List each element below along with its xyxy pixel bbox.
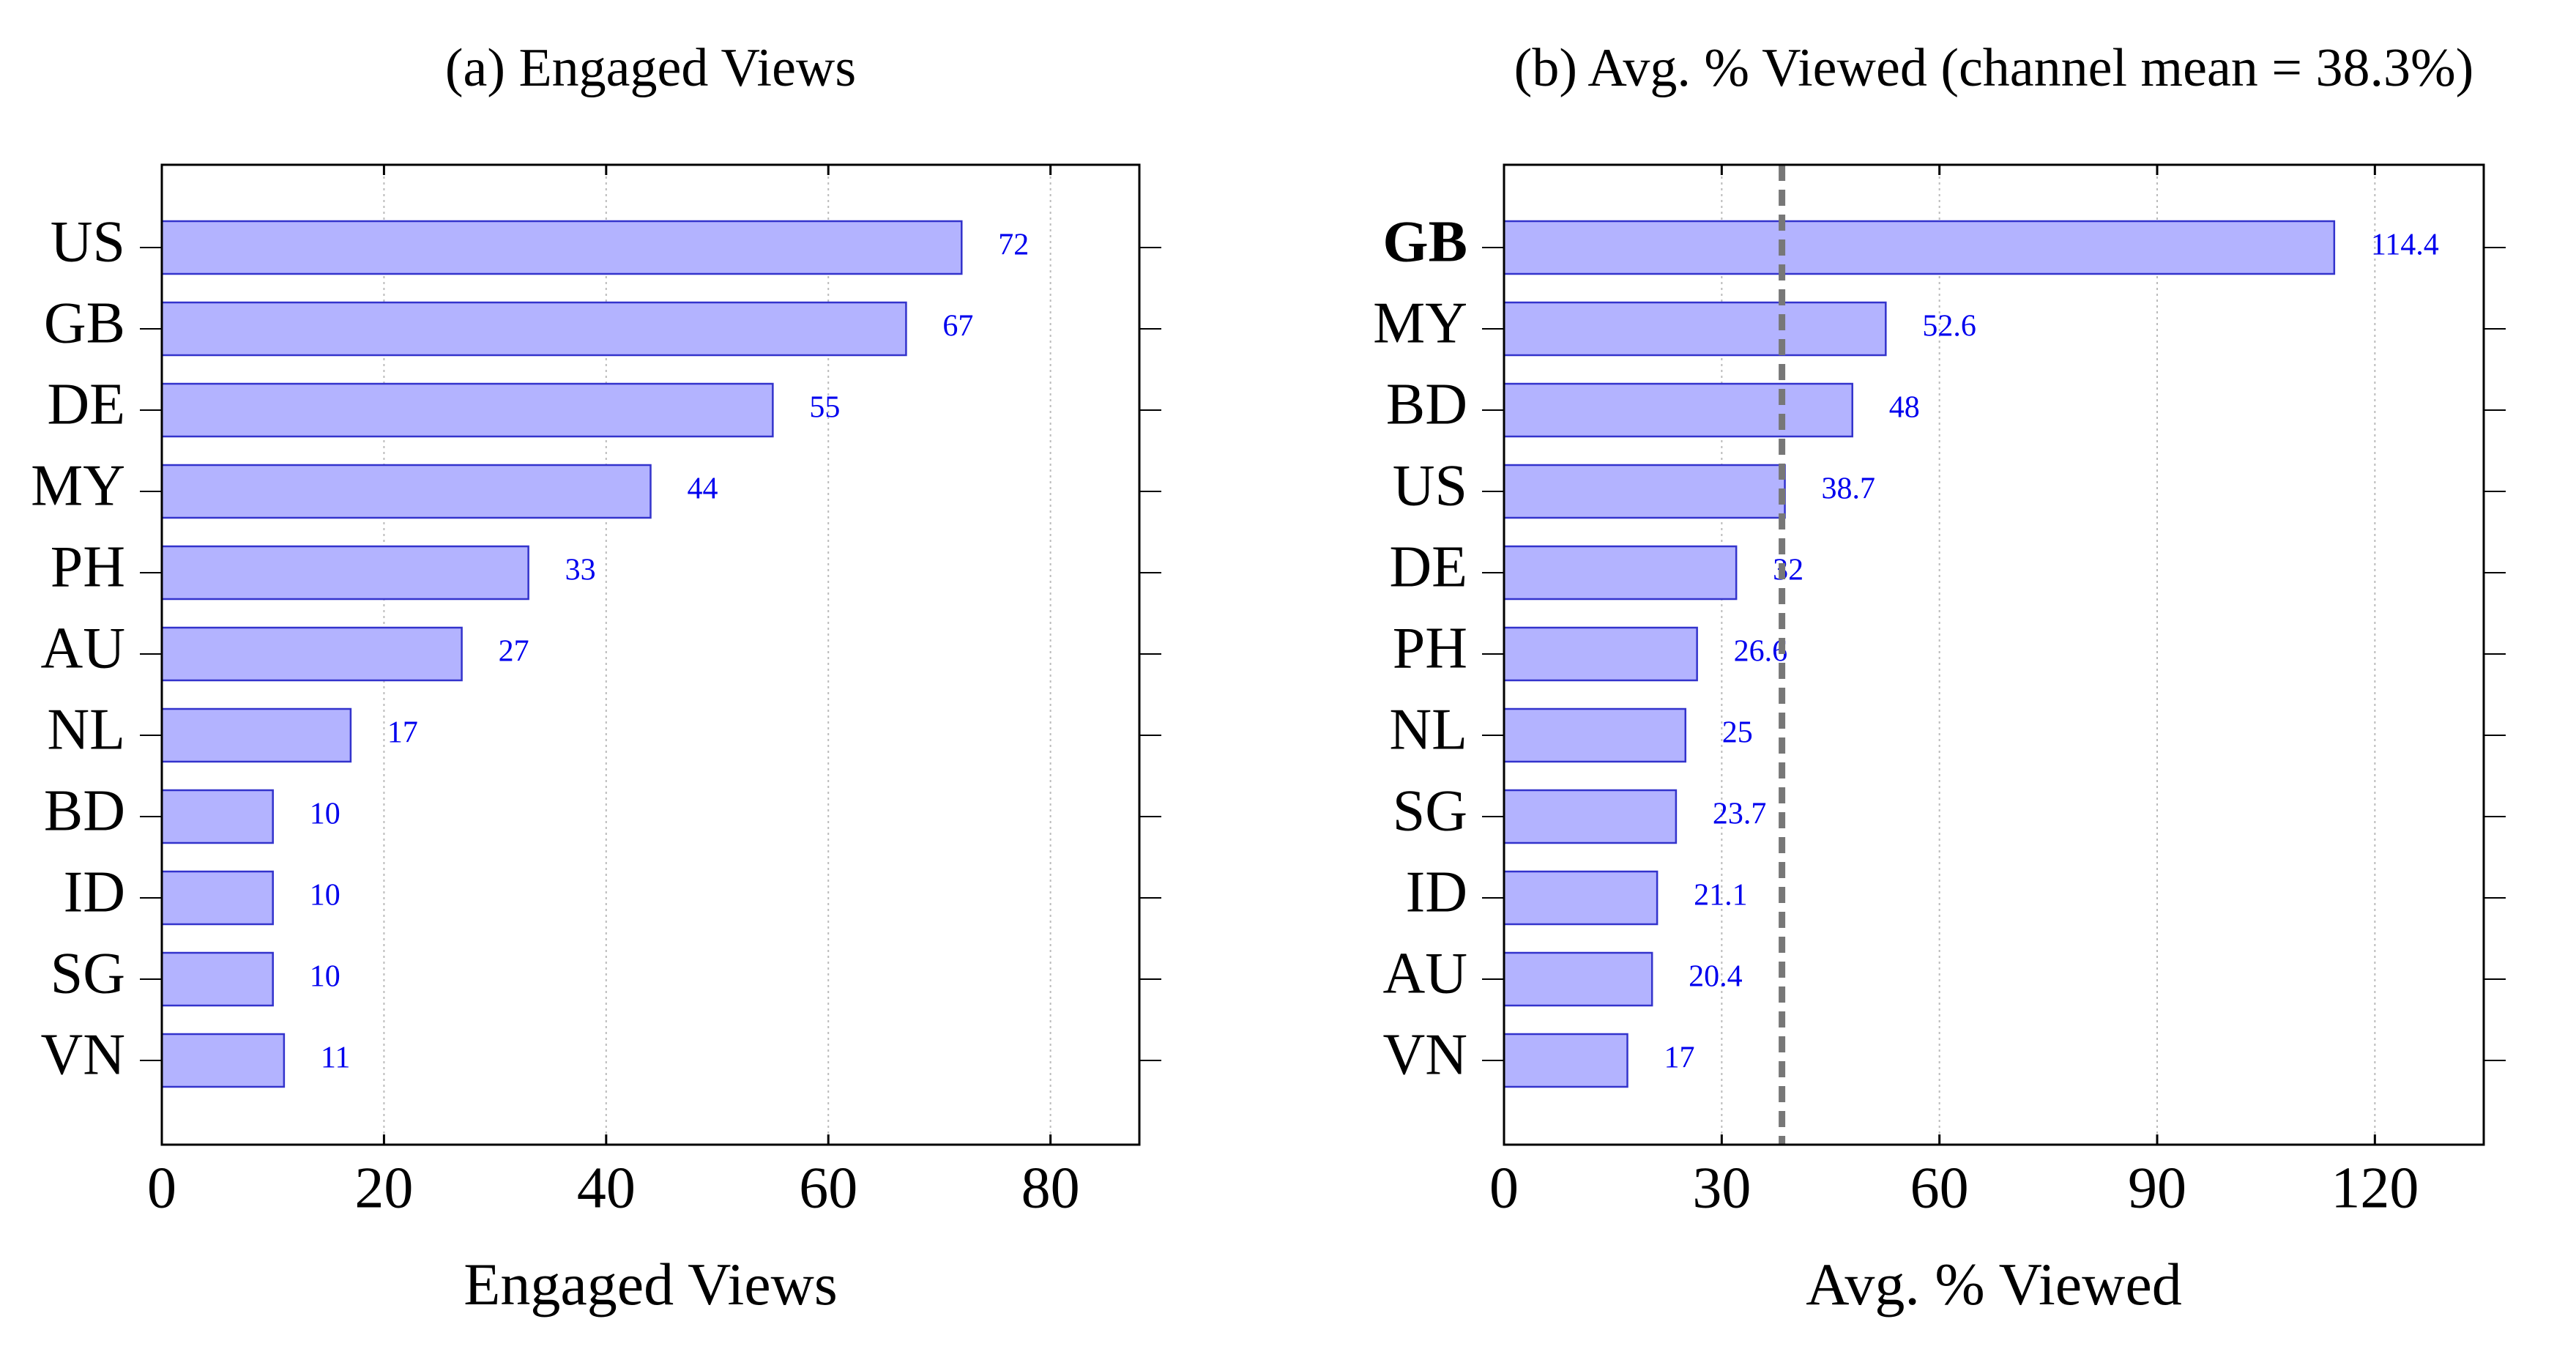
y-tick-label: AU <box>40 616 125 680</box>
x-tick-label: 30 <box>1692 1156 1751 1220</box>
value-label: 114.4 <box>2371 228 2439 262</box>
y-tick-label: SG <box>1393 778 1467 843</box>
y-tick-label: BD <box>1386 372 1467 436</box>
bar <box>1503 707 1687 763</box>
value-label: 32 <box>1773 554 1803 587</box>
y-tick-label: PH <box>51 535 125 599</box>
y-tick-label: ID <box>64 860 125 924</box>
value-label: 17 <box>387 716 418 750</box>
value-label: 23.7 <box>1713 798 1767 831</box>
value-label: 25 <box>1722 716 1753 750</box>
value-label: 27 <box>499 635 529 669</box>
bar <box>160 1033 286 1088</box>
chart-title: (a) Engaged Views <box>445 38 856 98</box>
y-tick-label: DE <box>47 372 125 436</box>
x-tick-label: 0 <box>147 1156 176 1220</box>
y-tick-label: ID <box>1406 860 1467 924</box>
x-axis-label: Engaged Views <box>464 1251 838 1318</box>
x-tick-label: 80 <box>1021 1156 1080 1220</box>
y-tick-label: VN <box>1382 1022 1467 1087</box>
y-tick-label: VN <box>40 1022 125 1087</box>
bar <box>160 870 274 926</box>
value-label: 26.6 <box>1734 635 1788 669</box>
x-tick-label: 90 <box>2128 1156 2186 1220</box>
y-tick-label: NL <box>1389 697 1467 762</box>
bar <box>160 464 652 519</box>
x-tick-label: 60 <box>799 1156 857 1220</box>
bar <box>160 707 352 763</box>
x-tick-label: 120 <box>2331 1156 2419 1220</box>
value-label: 44 <box>688 472 718 506</box>
bar <box>1503 626 1698 682</box>
value-label: 21.1 <box>1694 879 1748 913</box>
value-label: 17 <box>1664 1041 1694 1075</box>
bar <box>1503 382 1853 438</box>
value-label: 52.6 <box>1922 310 1976 343</box>
x-axis-label: Avg. % Viewed <box>1806 1251 2182 1318</box>
y-tick-label: DE <box>1389 535 1467 599</box>
bar <box>1503 220 2336 275</box>
y-tick-label: GB <box>44 291 125 355</box>
bar <box>160 301 907 357</box>
axes-frame <box>1503 163 2485 1146</box>
bar <box>1503 789 1678 844</box>
value-label: 67 <box>942 310 973 343</box>
y-tick-label: US <box>51 209 125 274</box>
value-label: 33 <box>565 554 596 587</box>
y-tick-label: AU <box>1382 941 1467 1006</box>
value-label: 10 <box>310 960 340 994</box>
y-tick-label: MY <box>31 453 125 518</box>
bar <box>1503 464 1786 519</box>
bar <box>1503 1033 1628 1088</box>
y-tick-label: US <box>1393 453 1467 518</box>
bar <box>160 626 463 682</box>
value-label: 55 <box>809 391 840 425</box>
bar <box>1503 301 1887 357</box>
x-tick-label: 40 <box>577 1156 636 1220</box>
value-label: 10 <box>310 798 340 831</box>
y-tick-label: NL <box>47 697 125 762</box>
bar <box>160 545 529 601</box>
x-tick-label: 60 <box>1910 1156 1969 1220</box>
value-label: 38.7 <box>1822 472 1876 506</box>
value-label: 48 <box>1889 391 1920 425</box>
y-tick-label: PH <box>1393 616 1467 680</box>
bar <box>1503 870 1659 926</box>
y-tick-label: GB <box>1382 209 1467 274</box>
y-tick-label: MY <box>1373 291 1467 355</box>
bar <box>160 789 274 844</box>
axes-frame <box>160 163 1141 1146</box>
value-label: 11 <box>321 1041 350 1075</box>
bar <box>160 951 274 1007</box>
x-tick-label: 20 <box>354 1156 413 1220</box>
value-label: 72 <box>998 228 1029 262</box>
value-label: 20.4 <box>1689 960 1743 994</box>
x-tick-label: 0 <box>1489 1156 1519 1220</box>
y-tick-label: BD <box>44 778 125 843</box>
bar <box>1503 545 1738 601</box>
bar <box>160 382 774 438</box>
value-label: 10 <box>310 879 340 913</box>
bar <box>160 220 963 275</box>
y-tick-label: SG <box>51 941 125 1006</box>
bar <box>1503 951 1653 1007</box>
chart-title: (b) Avg. % Viewed (channel mean = 38.3%) <box>1514 38 2474 98</box>
